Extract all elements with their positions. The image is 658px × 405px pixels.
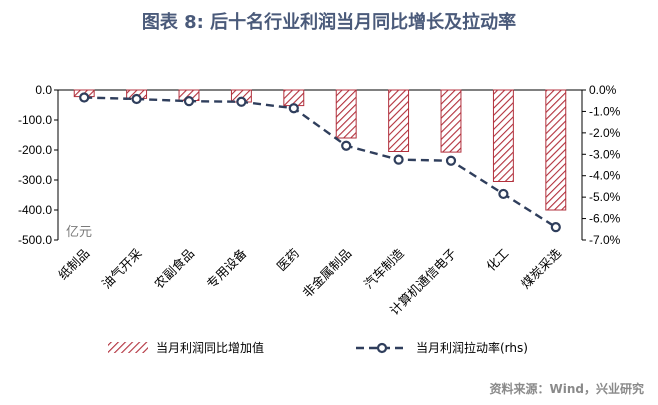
line-point [550, 222, 561, 233]
category-label: 纸制品 [55, 246, 92, 283]
right-tick-label: 0.0% [589, 83, 617, 97]
legend: 当月利润同比增加值 当月利润拉动率(rhs) [108, 340, 528, 355]
category-label: 非金属制品 [300, 246, 355, 301]
bar [440, 89, 462, 153]
right-tick-label: -2.0% [589, 126, 621, 140]
chart-title: 图表 8: 后十名行业利润当月同比增长及拉动率 [141, 12, 517, 33]
category-label: 汽车制造 [361, 245, 407, 291]
bar-series [73, 89, 567, 211]
bar [492, 89, 514, 182]
legend-bar-swatch [108, 342, 148, 353]
category-label: 油气开采 [99, 245, 145, 291]
line-point [498, 188, 509, 200]
line-point [131, 93, 142, 105]
left-tick-label: -100.0 [18, 113, 52, 127]
left-tick-label: 0.0 [35, 83, 52, 97]
legend-bar-label: 当月利润同比增加值 [156, 340, 264, 355]
bar [335, 89, 357, 139]
legend-line-marker [376, 342, 388, 354]
right-tick-label: -6.0% [589, 212, 621, 226]
axes-group: 0.0 -100.0 -200.0 -300.0 -400.0 -500.0 0.0% -1.… [18, 83, 621, 247]
left-tick-label: -200.0 [18, 143, 52, 157]
right-tick-label: -5.0% [589, 190, 621, 204]
line-point [183, 96, 195, 107]
source-note: 资料来源：Wind，兴业研究 [489, 382, 644, 396]
left-axis-unit: 亿元 [66, 225, 92, 240]
line-point [341, 140, 352, 151]
line-point [393, 154, 404, 165]
category-label: 煤炭采选 [518, 245, 564, 291]
right-tick-label: -7.0% [589, 233, 621, 247]
right-tick-label: -4.0% [589, 169, 621, 183]
right-tick-label: -3.0% [589, 147, 621, 161]
left-tick-label: -400.0 [18, 203, 52, 217]
bar [545, 89, 567, 211]
category-label: 农副食品 [151, 246, 197, 292]
line-path [84, 96, 557, 229]
left-tick-label: -500.0 [18, 233, 52, 247]
bar [388, 89, 410, 152]
line-point [288, 103, 299, 114]
line-series [79, 92, 561, 233]
right-tick-label: -1.0% [589, 104, 621, 118]
line-point [79, 92, 90, 103]
line-point [445, 155, 457, 166]
left-tick-label: -300.0 [18, 173, 52, 187]
category-label: 化工 [483, 246, 511, 274]
legend-line-label: 当月利润拉动率(rhs) [416, 340, 528, 355]
category-label: 专用设备 [204, 245, 250, 291]
category-label: 医药 [274, 246, 302, 274]
line-point [236, 96, 247, 107]
